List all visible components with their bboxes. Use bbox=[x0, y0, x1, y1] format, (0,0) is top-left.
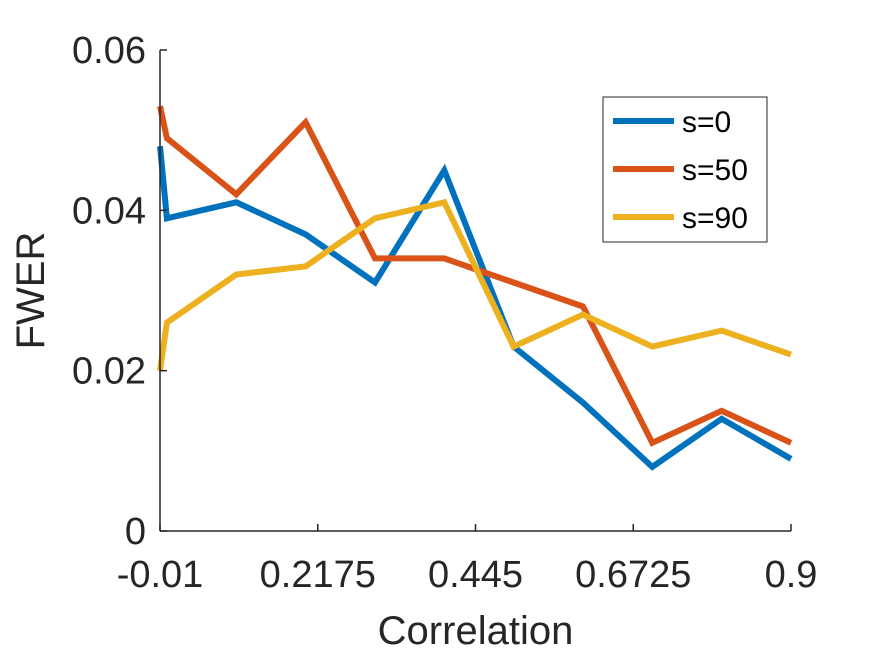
legend: s=0 s=50 s=90 bbox=[602, 96, 768, 243]
legend-label-1: s=0 bbox=[682, 106, 731, 139]
x-tick-label: 0.9 bbox=[765, 554, 818, 596]
legend-label-2: s=50 bbox=[682, 154, 748, 187]
y-axis-title: FWER bbox=[9, 232, 53, 350]
y-tick-label: 0.06 bbox=[72, 30, 146, 72]
y-axis-ticks: 0 0.02 0.04 0.06 bbox=[72, 30, 167, 553]
y-tick-label: 0.02 bbox=[72, 351, 146, 393]
x-axis-ticks: -0.01 0.2175 0.445 0.6725 0.9 bbox=[117, 524, 818, 596]
x-axis-title: Correlation bbox=[378, 609, 574, 653]
plot-lines bbox=[157, 105, 793, 471]
legend-label-3: s=90 bbox=[682, 202, 748, 235]
series-line-1 bbox=[157, 145, 793, 471]
series-line-2 bbox=[157, 105, 793, 447]
y-tick-label: 0.04 bbox=[72, 190, 146, 232]
series-line-3 bbox=[157, 198, 792, 372]
y-tick-label: 0 bbox=[125, 511, 146, 553]
x-tick-label: 0.6725 bbox=[575, 554, 691, 596]
x-tick-label: -0.01 bbox=[117, 554, 204, 596]
x-tick-label: 0.445 bbox=[428, 554, 523, 596]
x-tick-label: 0.2175 bbox=[260, 554, 376, 596]
